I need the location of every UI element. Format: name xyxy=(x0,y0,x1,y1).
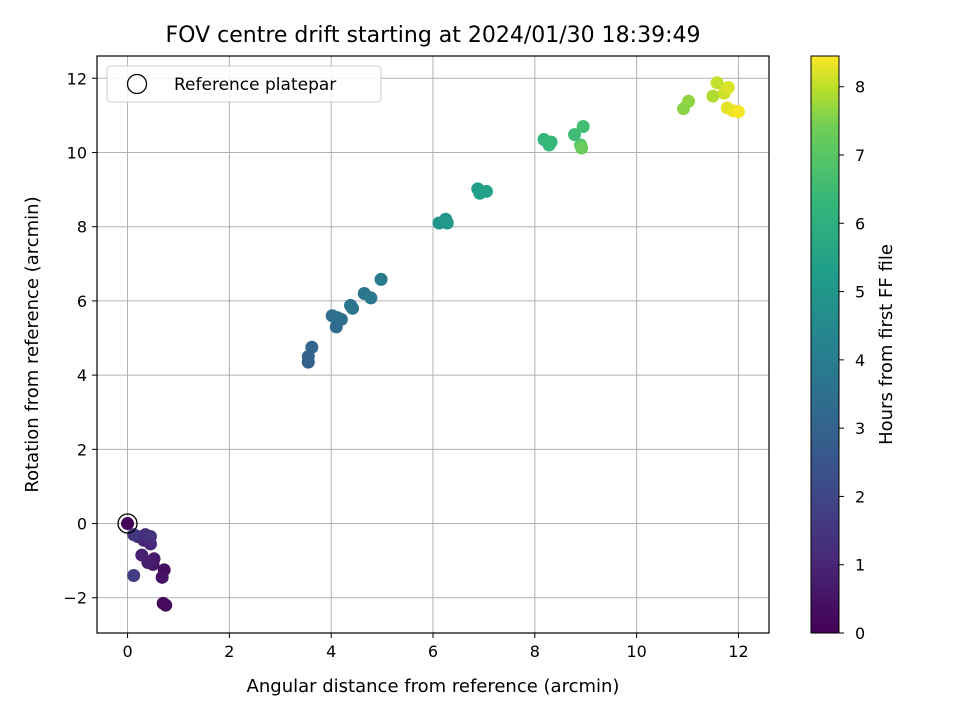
y-tick-label: 10 xyxy=(67,143,87,162)
colorbar-tick-label: 2 xyxy=(855,487,865,506)
ticks-layer: 0 2 4 6 8 10 12 −2 0 2 4 6 8 10 12 xyxy=(63,69,748,661)
data-point xyxy=(127,528,141,542)
data-point xyxy=(121,517,135,531)
colorbar-tick-label: 8 xyxy=(855,78,865,97)
colorbar-tick-label: 5 xyxy=(855,283,865,302)
colorbar-label: Hours from first FF file xyxy=(876,244,897,445)
colorbar-tick-label: 1 xyxy=(855,556,865,575)
data-point xyxy=(364,291,378,305)
y-tick-label: 2 xyxy=(77,440,87,459)
data-point xyxy=(440,216,454,230)
legend: Reference platepar xyxy=(106,65,382,103)
y-tick-label: 4 xyxy=(77,366,87,385)
y-tick-label: 6 xyxy=(77,292,87,311)
legend-entry-reference: Reference platepar xyxy=(174,75,336,95)
y-tick-label: 12 xyxy=(67,69,87,88)
data-point xyxy=(682,94,696,108)
data-point xyxy=(568,128,582,142)
data-point xyxy=(544,135,558,149)
data-point xyxy=(710,76,724,90)
colorbar-tick-label: 4 xyxy=(855,351,865,370)
colorbar xyxy=(810,55,840,634)
reference-platepar-marker xyxy=(117,513,138,534)
data-point xyxy=(374,272,388,286)
grid-layer xyxy=(97,56,769,633)
legend-marker-reference xyxy=(126,73,148,95)
data-point xyxy=(159,598,173,612)
chart-title: FOV centre drift starting at 2024/01/30 … xyxy=(166,23,701,48)
y-tick-label: 8 xyxy=(77,218,87,237)
data-point xyxy=(576,120,590,134)
data-point xyxy=(721,81,735,95)
x-tick-label: 0 xyxy=(122,642,132,661)
x-tick-label: 8 xyxy=(530,642,540,661)
data-point xyxy=(155,570,169,584)
colorbar-tick-label: 0 xyxy=(855,624,865,643)
y-tick-label: 0 xyxy=(77,515,87,534)
legend-box xyxy=(106,65,382,103)
data-point xyxy=(706,89,720,103)
colorbar-tick-label: 3 xyxy=(855,419,865,438)
data-point xyxy=(135,548,149,562)
y-tick-label: −2 xyxy=(63,589,87,608)
colorbar-tick-label: 7 xyxy=(855,146,865,165)
colorbar-tick-label: 6 xyxy=(855,214,865,233)
x-axis-label: Angular distance from reference (arcmin) xyxy=(247,676,620,697)
data-point xyxy=(575,141,589,155)
y-axis-label: Rotation from reference (arcmin) xyxy=(22,196,43,492)
data-point xyxy=(330,311,344,325)
data-point xyxy=(344,298,358,312)
x-tick-label: 4 xyxy=(326,642,336,661)
data-point xyxy=(143,530,157,544)
data-point xyxy=(305,340,319,354)
data-point xyxy=(731,105,745,119)
x-tick-label: 10 xyxy=(626,642,646,661)
x-tick-label: 2 xyxy=(224,642,234,661)
data-point xyxy=(127,568,141,582)
x-tick-label: 6 xyxy=(428,642,438,661)
points-layer xyxy=(117,76,745,612)
x-tick-label: 12 xyxy=(728,642,748,661)
colorbar-ticks: 0 1 2 3 4 5 6 7 8 xyxy=(839,78,865,643)
data-point xyxy=(479,184,493,198)
